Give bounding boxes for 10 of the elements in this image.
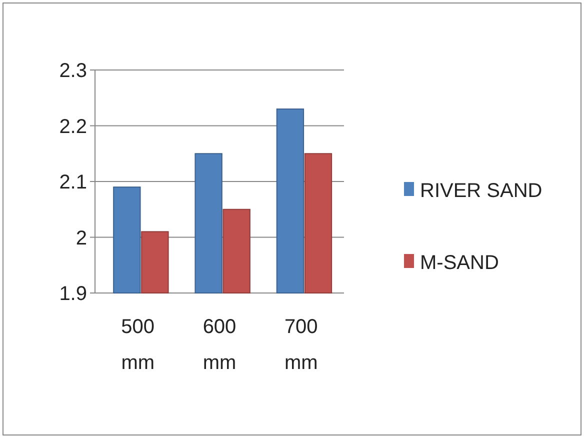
x-tick-label: 700 mm	[284, 316, 318, 374]
y-tick-label: 2.2	[59, 116, 87, 138]
legend-label: M-SAND	[420, 252, 499, 274]
legend-label: RIVER SAND	[420, 180, 542, 202]
y-tick-label: 2.3	[59, 60, 87, 82]
x-tick-label: 500 mm	[121, 316, 155, 374]
y-tick-label: 2.1	[59, 172, 87, 194]
x-tick-label: 600 mm	[202, 316, 236, 374]
y-tick-label: 1.9	[59, 283, 87, 305]
y-tick-label: 2	[76, 227, 87, 250]
